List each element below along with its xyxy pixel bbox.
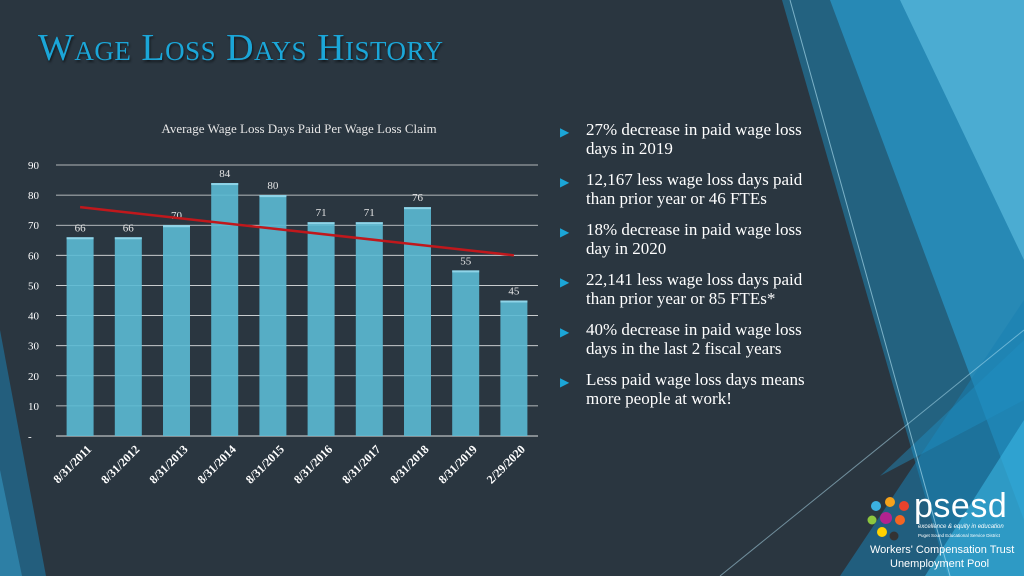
logo-tagline: excellence & equity in education <box>918 524 1004 530</box>
x-tick-label: 2/29/2020 <box>484 442 528 486</box>
logo-dot <box>895 515 905 525</box>
bar <box>355 222 383 436</box>
bullet-text: 18% decrease in paid wage loss day in 20… <box>586 220 802 258</box>
bar <box>500 300 528 436</box>
data-label: 45 <box>508 286 520 298</box>
bar-top-edge <box>404 207 431 210</box>
data-label: 84 <box>219 168 231 180</box>
chart-title: Average Wage Loss Days Paid Per Wage Los… <box>161 121 436 136</box>
bar-top-edge <box>259 195 287 198</box>
x-tick-label: 8/31/2017 <box>339 442 383 486</box>
bar <box>114 237 142 436</box>
logo-subtitle: Puget Sound Educational Service District <box>918 533 1001 538</box>
data-label: 80 <box>267 180 279 192</box>
bar <box>259 195 287 436</box>
trendline <box>79 205 515 257</box>
logo-org-line-1: Workers' Compensation Trust <box>870 544 1015 556</box>
x-tick-label: 8/31/2011 <box>50 442 94 486</box>
data-label: 70 <box>171 210 183 222</box>
arrow-bullet-icon: ▶ <box>560 225 570 239</box>
bullet-item: ▶ 27% decrease in paid wage loss days in … <box>558 120 808 158</box>
arrow-bullet-icon: ▶ <box>560 125 570 139</box>
logo-dot <box>899 501 909 511</box>
y-tick-label: 40 <box>28 311 40 323</box>
bar <box>66 237 94 436</box>
y-tick-label: 30 <box>28 341 40 353</box>
bullet-text: Less paid wage loss days means more peop… <box>586 370 805 408</box>
bar-top-edge <box>163 225 190 228</box>
bar-top-edge <box>66 237 94 240</box>
bullet-item: ▶ 22,141 less wage loss days paid than pr… <box>558 270 808 308</box>
logo-dot <box>877 527 887 537</box>
x-tick-label: 8/31/2015 <box>243 442 287 486</box>
logo-dots-icon <box>867 497 909 541</box>
arrow-bullet-icon: ▶ <box>560 325 570 339</box>
logo-dot <box>871 501 881 511</box>
arrow-bullet-icon: ▶ <box>560 275 570 289</box>
x-tick-label: 8/31/2014 <box>195 442 239 486</box>
bar <box>404 207 431 436</box>
data-label: 66 <box>75 222 87 234</box>
arrow-bullet-icon: ▶ <box>560 175 570 189</box>
data-label: 55 <box>460 255 472 267</box>
logo-org-line-2: Unemployment Pool <box>890 558 990 570</box>
bar-top-edge <box>211 183 239 186</box>
bar-top-edge <box>500 300 528 303</box>
data-label: 71 <box>364 207 375 219</box>
bullet-item: ▶ 40% decrease in paid wage loss days in … <box>558 320 808 358</box>
logo-dot <box>885 497 895 507</box>
bullet-text: 22,141 less wage loss days paid than pri… <box>586 270 803 308</box>
bar-top-edge <box>307 222 335 225</box>
arrow-bullet-icon: ▶ <box>560 375 570 389</box>
bullet-text: 40% decrease in paid wage loss days in t… <box>586 320 802 358</box>
bullet-text: 27% decrease in paid wage loss days in 2… <box>586 120 802 158</box>
y-tick-label: - <box>28 431 32 443</box>
bar <box>307 222 335 436</box>
logo-wordmark: psesd <box>914 487 1008 525</box>
y-tick-label: 60 <box>28 250 40 262</box>
bar-top-edge <box>452 270 480 273</box>
bar-top-edge <box>355 222 383 225</box>
logo-dot <box>880 512 892 524</box>
data-label: 66 <box>123 222 135 234</box>
x-tick-label: 8/31/2019 <box>436 442 480 486</box>
y-tick-label: 10 <box>28 401 40 413</box>
bar-top-edge <box>114 237 142 240</box>
bullet-list: ▶ 27% decrease in paid wage loss days in … <box>558 120 808 420</box>
x-tick-label: 8/31/2012 <box>98 442 142 486</box>
psesd-logo: psesd excellence & equity in education P… <box>864 486 1024 576</box>
data-label: 71 <box>316 207 327 219</box>
bullet-item: ▶ 12,167 less wage loss days paid than pr… <box>558 170 808 208</box>
y-tick-label: 80 <box>28 190 40 202</box>
x-tick-label: 8/31/2016 <box>291 442 335 486</box>
y-tick-label: 20 <box>28 371 40 383</box>
y-tick-label: 90 <box>28 160 40 172</box>
data-label: 76 <box>412 192 424 204</box>
bullet-text: 12,167 less wage loss days paid than pri… <box>586 170 803 208</box>
bullet-item: ▶ Less paid wage loss days means more peo… <box>558 370 808 408</box>
slide-title: Wage Loss Days History <box>38 27 444 69</box>
y-tick-label: 70 <box>28 220 40 232</box>
x-tick-label: 8/31/2013 <box>146 442 190 486</box>
logo-dot <box>889 531 899 541</box>
bar <box>452 270 480 436</box>
x-tick-label: 8/31/2018 <box>387 442 431 486</box>
logo-dot <box>867 515 877 525</box>
bar <box>163 225 190 436</box>
y-tick-label: 50 <box>28 280 40 292</box>
bullet-item: ▶ 18% decrease in paid wage loss day in 2… <box>558 220 808 258</box>
